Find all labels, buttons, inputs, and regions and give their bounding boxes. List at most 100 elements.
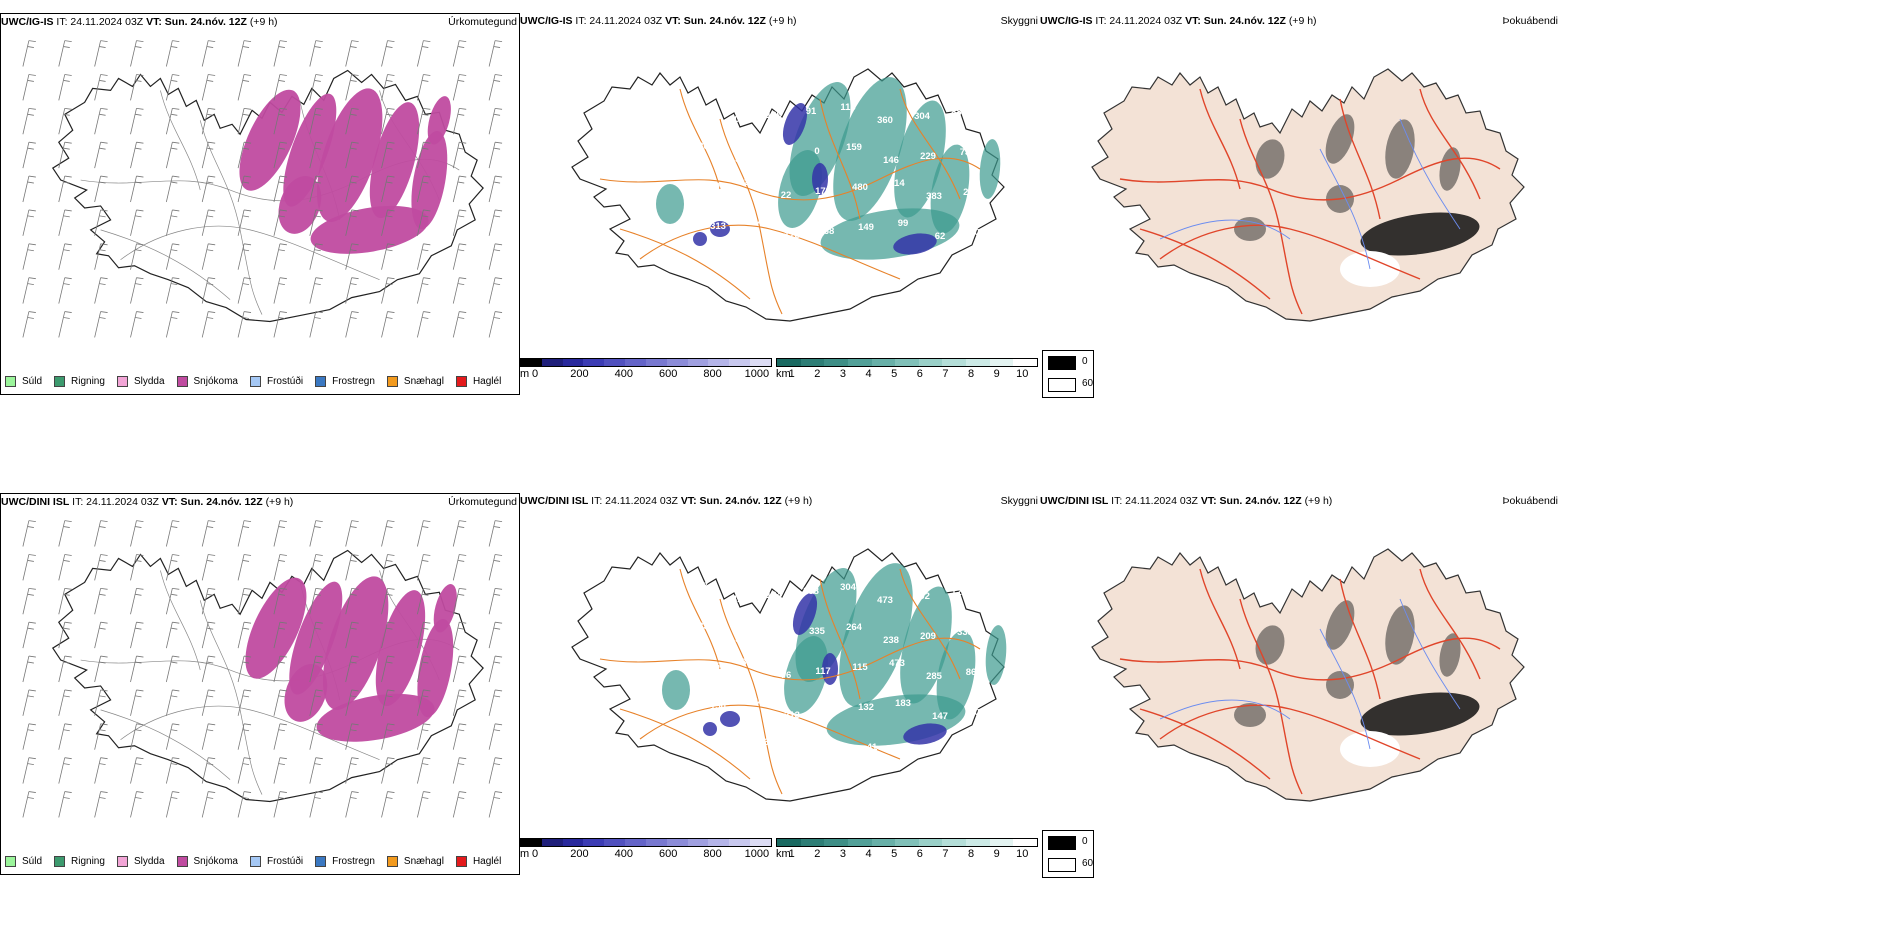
init-time: IT: 24.11.2024 03Z <box>1095 15 1183 27</box>
wind-barb <box>345 141 359 169</box>
wind-barb-staff <box>165 40 173 67</box>
colorbar-segment <box>800 839 825 846</box>
wind-barb-flag <box>458 147 465 150</box>
wind-barb-flag <box>495 655 503 658</box>
cloudbase-value-label: 99 <box>898 218 909 229</box>
road-line <box>819 98 861 220</box>
wind-barb-flag <box>136 141 144 144</box>
wind-barb-flag <box>244 311 252 313</box>
wind-barb-flag <box>387 723 395 726</box>
wind-barb-staff <box>165 209 173 236</box>
wind-barb-flag <box>63 729 70 732</box>
wind-barb <box>165 689 180 716</box>
wind-barb-staff <box>417 209 424 236</box>
cloudbase-value-label: 215 <box>704 661 721 672</box>
wind-barb-flag <box>351 277 359 280</box>
colorbar-tick-label: 9 <box>993 368 1000 380</box>
legend-label: Frostregn <box>332 855 375 867</box>
wind-barb <box>309 277 323 304</box>
wind-barb-flag <box>244 277 252 280</box>
wind-barb-flag <box>135 627 142 630</box>
wind-barb-flag <box>423 243 431 246</box>
wind-barb-flag <box>351 141 359 144</box>
wind-barb-staff <box>381 142 388 169</box>
wind-barb-flag <box>314 763 321 766</box>
wind-barb <box>58 277 72 304</box>
wind-barb-flag <box>350 181 357 184</box>
colorbar-tick-label: 0 <box>532 848 539 860</box>
wind-barb-staff <box>22 40 30 67</box>
cloudbase-value-label: 92 <box>824 706 835 717</box>
road-line <box>160 570 201 671</box>
cloudbase-value-label: 383 <box>926 191 942 202</box>
wind-barb <box>22 757 36 784</box>
wind-barb-flag <box>314 249 321 252</box>
wind-barb-flag <box>28 520 36 522</box>
fog-map <box>1091 548 1525 802</box>
cloudbase-value-label: 115 <box>852 662 868 673</box>
wind-barb-flag <box>100 209 108 212</box>
fog-area <box>1255 139 1285 179</box>
colorbar-segment <box>729 359 751 366</box>
wind-barb-staff <box>22 554 30 581</box>
wind-barb-flag <box>495 209 503 212</box>
wind-barb-flag <box>28 757 36 760</box>
wind-barb-staff <box>94 622 102 649</box>
wind-barb-staff <box>165 723 173 750</box>
wind-barb-staff <box>488 74 496 101</box>
legend-item: Haglél <box>455 854 501 868</box>
wind-barb-flag <box>278 46 285 48</box>
wind-barb-flag <box>207 661 214 664</box>
colorbar-ticks: 0 200 400 600 800 1000 <box>520 848 772 862</box>
wind-barb-flag <box>27 317 34 319</box>
cloudbase-value-label: 41 <box>732 594 743 605</box>
wind-barb-flag <box>495 74 503 76</box>
low-cloudbase-area <box>710 221 730 237</box>
wind-barb-staff <box>58 757 66 784</box>
precip-map <box>22 40 503 338</box>
cloudbase-value-label: 128 <box>784 230 800 241</box>
wind-barb-staff <box>237 588 245 615</box>
wind-barb-flag <box>207 80 214 82</box>
visibility-colorbar: km 1 2 3 4 5 6 7 8 9 10 <box>776 838 1038 862</box>
fog-area <box>1385 605 1415 665</box>
wind-barb-flag <box>387 791 395 793</box>
cloudbase-value-label: 132 <box>858 702 874 713</box>
wind-barb-staff <box>94 757 102 784</box>
wind-barb-flag <box>351 791 359 793</box>
colorbar-segment <box>645 359 667 366</box>
wind-barb-flag <box>244 791 252 793</box>
wind-barb-flag <box>387 74 395 76</box>
wind-barb-staff <box>237 74 245 101</box>
wind-barb <box>130 107 144 135</box>
wind-barb-flag <box>459 243 467 246</box>
wind-barb-flag <box>28 723 36 726</box>
wind-barb-staff <box>58 277 66 304</box>
road-line <box>1339 98 1381 220</box>
wind-barb-flag <box>279 311 287 313</box>
cloudbase-value-label: 304 <box>914 111 931 122</box>
wind-barb <box>309 74 323 101</box>
wind-barb-staff <box>165 277 173 304</box>
wind-barb-flag <box>350 627 357 630</box>
wind-barb-staff <box>345 175 353 203</box>
wind-barb-staff <box>309 40 317 67</box>
wind-barb <box>58 520 72 547</box>
wind-barb-flag <box>351 175 359 178</box>
wind-barb-staff <box>273 142 281 169</box>
wind-barb-staff <box>417 243 424 270</box>
panel-title: Skyggni <box>1000 495 1038 507</box>
wind-barb <box>381 74 395 101</box>
legend-swatch <box>455 375 467 387</box>
wind-barb-staff <box>94 554 102 581</box>
wind-barb-flag <box>350 560 357 562</box>
wind-barb <box>94 655 108 683</box>
wind-barb-flag <box>386 560 393 562</box>
wind-barb <box>273 757 287 784</box>
wind-barb-flag <box>135 317 142 319</box>
wind-barb-staff <box>417 757 424 784</box>
wind-barb-flag <box>422 46 429 48</box>
wind-barb-staff <box>417 74 424 101</box>
wind-barb-flag <box>171 113 178 116</box>
wind-barb-flag <box>27 560 34 562</box>
